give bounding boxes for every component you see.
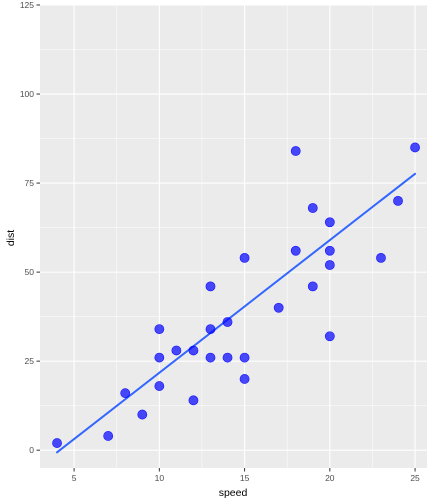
trend-line-layer xyxy=(56,172,417,454)
data-point xyxy=(154,324,165,334)
data-points xyxy=(52,142,420,448)
data-point xyxy=(52,438,62,448)
data-point xyxy=(171,345,182,356)
data-point xyxy=(393,195,403,206)
y-tick-label: 50 xyxy=(25,267,35,277)
y-tick-label: 0 xyxy=(29,445,34,455)
data-point xyxy=(307,281,318,292)
data-point xyxy=(154,352,165,363)
data-point xyxy=(120,388,131,399)
data-point xyxy=(205,352,216,363)
data-point xyxy=(410,142,420,153)
trend-line xyxy=(56,172,417,454)
plot-panel xyxy=(40,5,427,468)
data-point xyxy=(290,146,301,156)
grid-lines xyxy=(40,4,427,468)
data-point xyxy=(188,395,199,406)
y-tick-label: 25 xyxy=(25,356,35,366)
data-point xyxy=(222,317,233,327)
data-point xyxy=(137,409,148,420)
x-tick-label: 25 xyxy=(410,473,420,483)
y-axis-label: dist xyxy=(5,230,17,246)
x-tick-label: 20 xyxy=(325,473,335,483)
y-axis-ticks: 0 25 50 75 100 125 xyxy=(20,0,40,455)
data-point xyxy=(324,217,335,228)
data-point xyxy=(222,352,233,363)
x-axis-label: speed xyxy=(219,487,248,499)
data-point xyxy=(290,245,301,256)
x-tick-label: 5 xyxy=(72,473,77,483)
data-point xyxy=(188,345,199,356)
data-point xyxy=(324,331,335,342)
data-point xyxy=(324,260,335,270)
x-axis-ticks: 5 10 15 20 25 xyxy=(72,468,420,483)
x-tick-label: 10 xyxy=(155,473,165,483)
data-point xyxy=(205,324,216,334)
data-point xyxy=(239,252,250,263)
data-point xyxy=(154,381,165,391)
data-point xyxy=(376,252,386,263)
data-point xyxy=(205,281,216,292)
data-point xyxy=(239,352,250,363)
data-point xyxy=(324,245,335,256)
data-point xyxy=(103,431,114,441)
y-tick-label: 75 xyxy=(25,178,35,188)
y-tick-label: 125 xyxy=(20,0,34,10)
data-point xyxy=(307,203,318,213)
y-tick-label: 100 xyxy=(20,89,34,99)
x-tick-label: 15 xyxy=(240,473,250,483)
data-point xyxy=(273,302,284,313)
data-point xyxy=(239,374,250,384)
